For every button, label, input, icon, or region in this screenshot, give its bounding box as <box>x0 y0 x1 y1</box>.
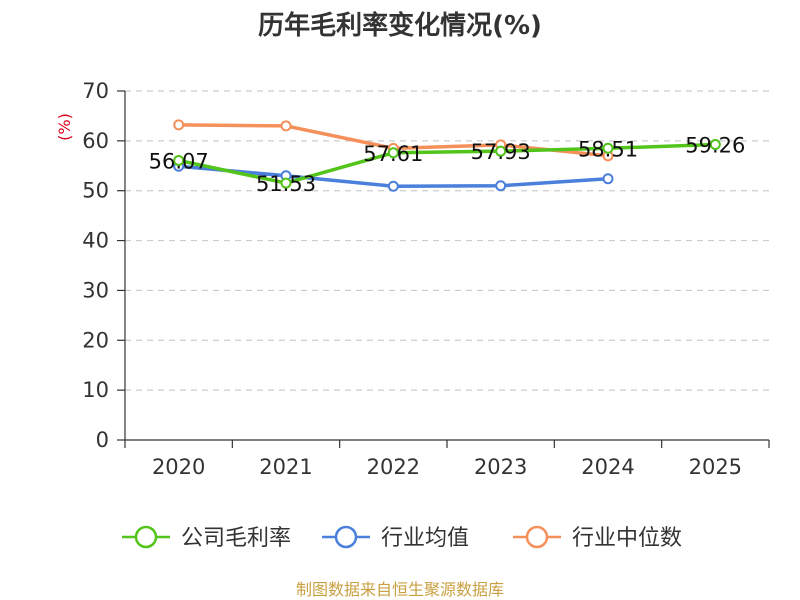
gridlines <box>125 90 769 391</box>
series-line-0 <box>178 142 716 185</box>
legend-label: 公司毛利率 <box>181 526 291 551</box>
y-tick-label: 70 <box>82 79 109 103</box>
y-tick-label: 30 <box>82 278 109 302</box>
source-note: 制图数据来自恒生聚源数据库 <box>296 580 504 599</box>
y-tick-label: 50 <box>82 179 109 203</box>
x-tick-label-2024: 2024 <box>581 455 634 479</box>
y-axis-unit-label: (%) <box>55 113 74 141</box>
x-tick-label-2022: 2022 <box>367 455 420 479</box>
data-point[interactable] <box>173 119 185 131</box>
legend-item-2[interactable]: 行业中位数 <box>513 525 682 551</box>
axes: 0 10 20 30 40 50 60 70 2020 2021 2022 2023 2024 2025 <box>82 79 770 479</box>
legend-item-1[interactable]: 行业均值 <box>322 525 469 551</box>
data-label: 51.53 <box>256 172 316 196</box>
legend-label: 行业中位数 <box>572 526 682 551</box>
data-point[interactable] <box>387 147 399 159</box>
x-tick-label-2025: 2025 <box>689 455 742 479</box>
data-point[interactable] <box>173 154 185 166</box>
x-tick-label-2023: 2023 <box>474 455 527 479</box>
y-tick-label: 40 <box>82 229 109 253</box>
data-point[interactable] <box>602 173 614 185</box>
x-tick-label-2021: 2021 <box>259 455 312 479</box>
data-label: 57.61 <box>363 142 423 166</box>
legend-marker <box>334 525 358 549</box>
data-label: 59.26 <box>685 134 745 158</box>
legend-marker <box>525 525 549 549</box>
series-layer: 56.07 51.53 57.61 57.93 58.51 59.26 <box>149 119 745 196</box>
legend-marker <box>134 525 158 549</box>
y-tick-label: 20 <box>82 328 109 352</box>
data-point[interactable] <box>387 180 399 192</box>
legend[interactable]: 公司毛利率 行业均值 行业中位数 <box>122 525 682 551</box>
data-label: 58.51 <box>578 137 638 161</box>
x-tick-label-2020: 2020 <box>152 455 205 479</box>
data-point[interactable] <box>495 180 507 192</box>
data-point[interactable] <box>602 142 614 154</box>
y-tick-label: 10 <box>82 378 109 402</box>
series-0 <box>173 139 721 189</box>
data-label: 57.93 <box>471 140 531 164</box>
data-point[interactable] <box>495 145 507 157</box>
data-point[interactable] <box>280 177 292 189</box>
y-tick-label: 60 <box>82 129 109 153</box>
chart-title: 历年毛利率变化情况(%) <box>258 10 542 41</box>
data-point[interactable] <box>709 139 721 151</box>
legend-item-0[interactable]: 公司毛利率 <box>122 525 291 551</box>
data-label: 56.07 <box>149 149 209 173</box>
y-tick-label: 0 <box>96 428 109 452</box>
legend-label: 行业均值 <box>381 526 469 551</box>
series-1 <box>173 160 614 192</box>
data-point[interactable] <box>280 120 292 132</box>
